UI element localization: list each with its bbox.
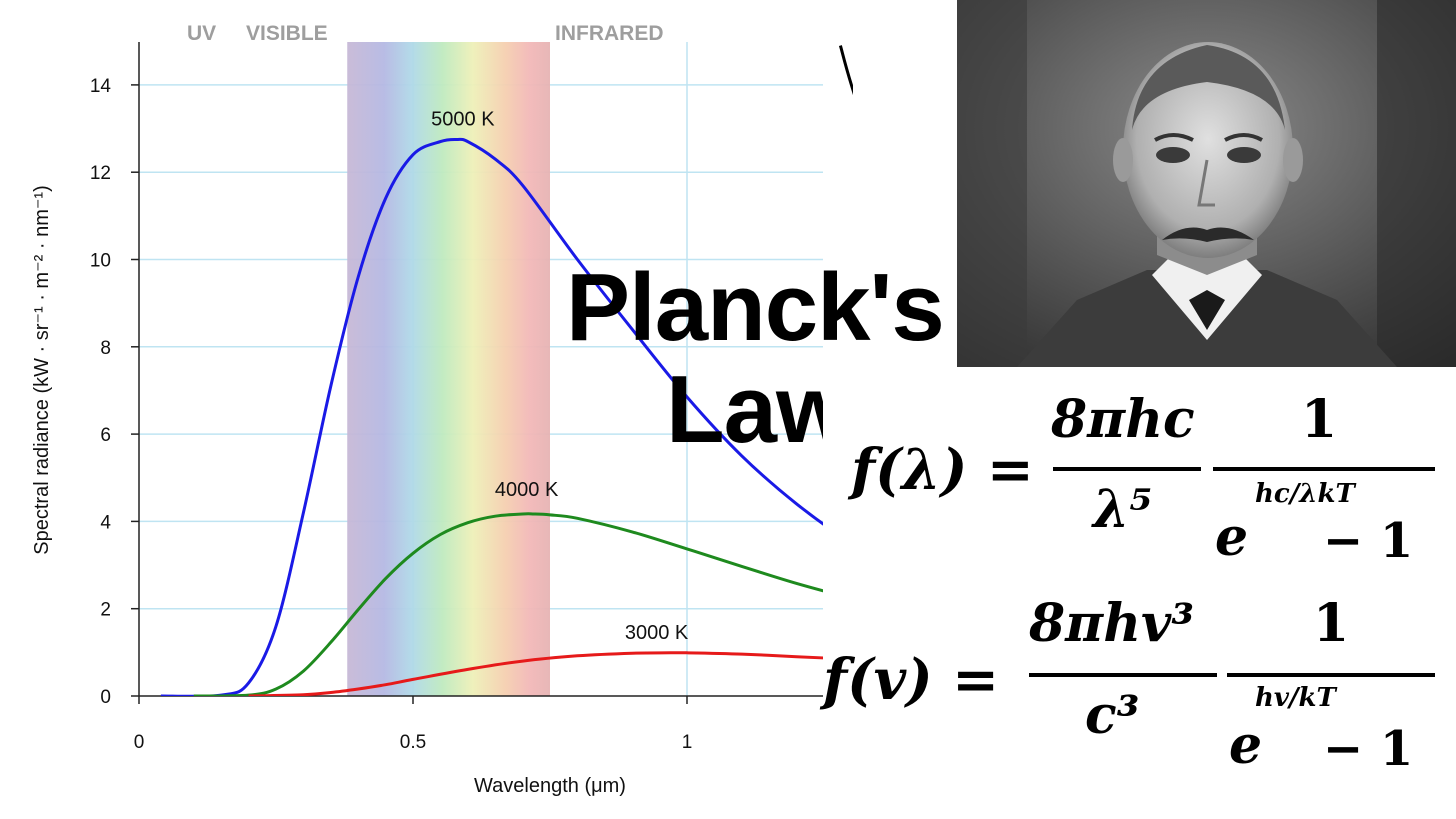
formula-2-num2: 1: [1313, 593, 1350, 654]
series: [160, 45, 853, 696]
formula-2-lhs: f(v) =: [823, 647, 1000, 713]
formula-2-minus-one: − 1: [1323, 721, 1414, 777]
formula-1-bar2: [1213, 467, 1435, 471]
formula-1-den2-e: e: [1215, 507, 1249, 568]
x-tick-label: 0: [134, 732, 145, 753]
curve-label-3000-k: 3000 K: [625, 622, 689, 644]
formula-1-den1: λ⁵: [1093, 479, 1153, 540]
formula-2-exponent: hv/kT: [1255, 683, 1336, 713]
region-label-uv: UV: [187, 22, 216, 45]
formula-1-num2: 1: [1301, 389, 1338, 450]
formula-2-den2-e: e: [1229, 715, 1263, 776]
formula-1-exponent: hc/λkT: [1255, 479, 1355, 509]
formula-2-bar1: [1029, 673, 1217, 677]
visible-spectrum-band: [347, 42, 550, 696]
formula-1-bar1: [1053, 467, 1201, 471]
y-tick-label: 10: [90, 251, 111, 272]
y-tick-label: 2: [100, 600, 111, 621]
x-tick-label: 1: [682, 732, 693, 753]
formula-1-lhs: f(λ) =: [851, 437, 1034, 503]
visible-band: [347, 42, 550, 696]
formula-2-num1: 8πhv³: [1029, 593, 1195, 654]
x-axis-title: Wavelength (μm): [474, 775, 626, 797]
formula-2-bar2: [1227, 673, 1435, 677]
formula-2-den1: c³: [1085, 685, 1140, 746]
y-tick-label: 6: [100, 425, 111, 446]
portrait-photo: [957, 0, 1456, 367]
region-label-visible: VISIBLE: [246, 22, 328, 45]
y-tick-label: 0: [100, 687, 111, 708]
series-line-3000-k: [248, 651, 853, 696]
curve-label-4000-k: 4000 K: [495, 479, 559, 501]
series-line-4000-k: [193, 512, 853, 696]
x-tick-label: 0.5: [400, 732, 426, 753]
formula-panel: f(λ) = 8πhc λ⁵ 1 hc/λkT e − 1 f(v) = 8πh…: [823, 367, 1456, 819]
y-axis-title: Spectral radiance (kW · sr⁻¹ · m⁻² · nm⁻…: [31, 185, 53, 554]
curve-label-5000-k: 5000 K: [431, 108, 495, 130]
title-line-2: Law: [666, 356, 851, 463]
y-tick-label: 4: [100, 512, 111, 533]
y-tick-label: 8: [100, 338, 111, 359]
title-line-1: Planck's: [566, 254, 945, 361]
y-tick-label: 12: [90, 163, 111, 184]
formula-1-minus-one: − 1: [1323, 513, 1414, 569]
formula-1-num1: 8πhc: [1051, 389, 1195, 450]
series-line-5000-k: [160, 137, 853, 696]
region-label-infrared: INFRARED: [555, 22, 664, 45]
y-tick-label: 14: [90, 76, 112, 97]
